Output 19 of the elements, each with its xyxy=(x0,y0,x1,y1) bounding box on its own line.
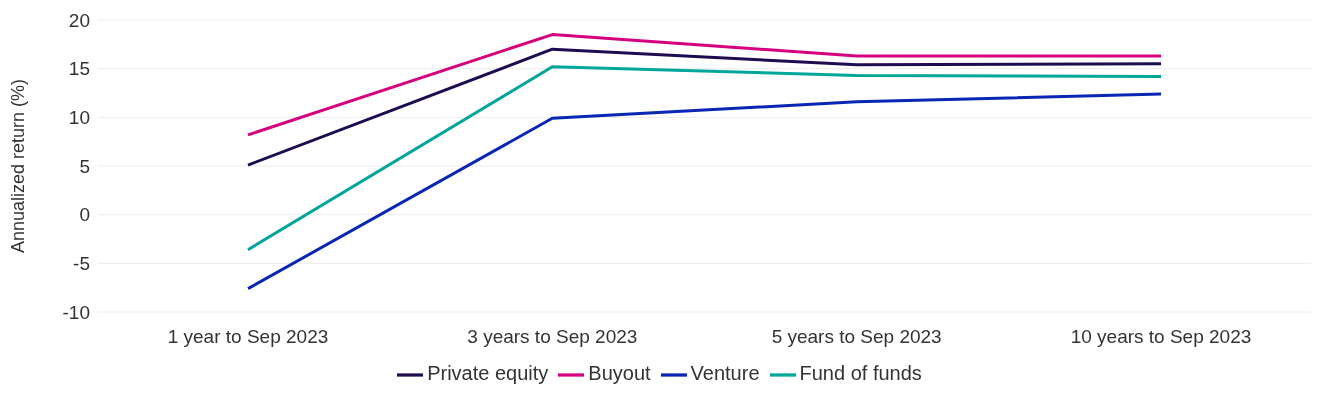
legend-label: Venture xyxy=(690,362,760,385)
legend-label: Private equity xyxy=(427,362,549,385)
x-tick-label: 5 years to Sep 2023 xyxy=(771,326,942,348)
x-tick-label: 1 year to Sep 2023 xyxy=(167,326,329,348)
x-tick-label: 10 years to Sep 2023 xyxy=(1070,326,1252,348)
y-tick-label: 10 xyxy=(68,107,90,129)
line-series xyxy=(246,92,1163,291)
x-tick-label: 3 years to Sep 2023 xyxy=(467,326,638,348)
y-tick-label: 15 xyxy=(68,58,90,80)
y-tick-label: -10 xyxy=(62,301,90,323)
y-axis-title: Annualized return (%) xyxy=(8,78,29,254)
y-tick-label: 5 xyxy=(79,155,90,177)
line-series xyxy=(246,47,1163,167)
line-series xyxy=(246,65,1163,252)
legend-label: Buyout xyxy=(588,362,651,385)
legend-label: Fund of funds xyxy=(799,362,922,385)
y-tick-label: 20 xyxy=(68,9,90,31)
y-tick-label: 0 xyxy=(79,204,90,226)
y-tick-label: -5 xyxy=(73,253,90,275)
